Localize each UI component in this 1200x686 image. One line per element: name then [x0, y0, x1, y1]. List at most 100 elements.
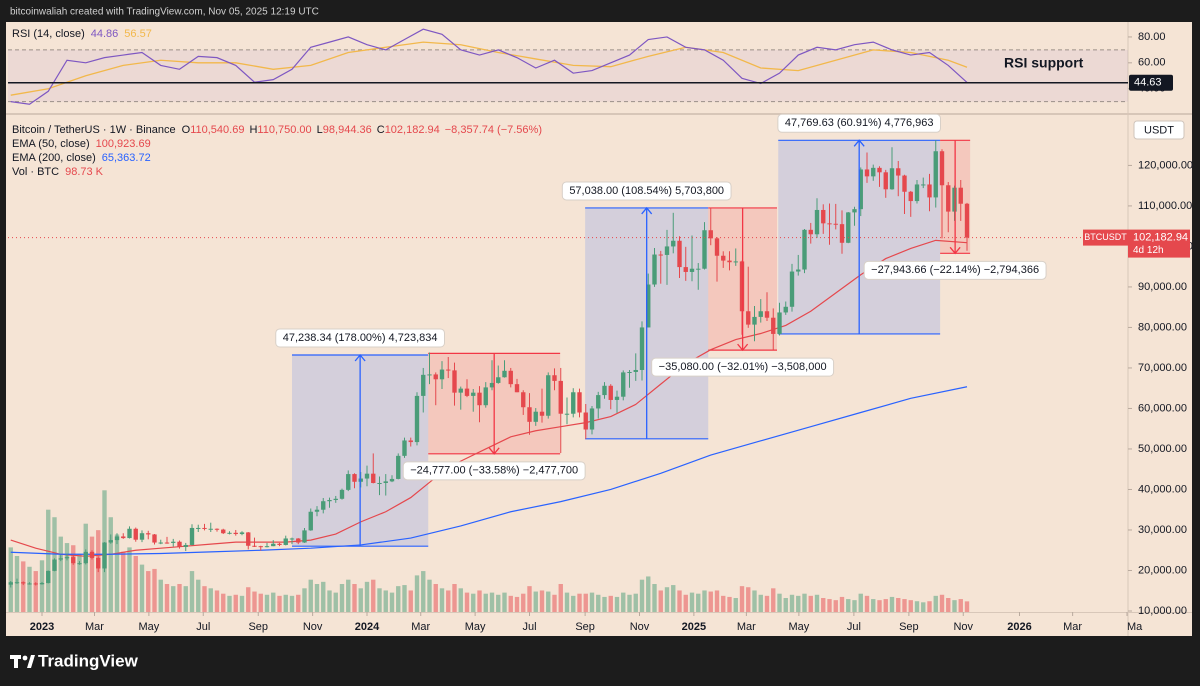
volume-bar	[277, 595, 282, 612]
candle-body	[189, 527, 195, 545]
candle-body	[314, 509, 320, 512]
rsi-annotation: RSI support	[1004, 55, 1084, 71]
x-tick-label: Sep	[899, 621, 919, 633]
candle-body	[371, 473, 376, 483]
x-tick-label: Mar	[411, 621, 430, 633]
support-value-box	[1129, 74, 1173, 91]
volume-bar	[952, 600, 957, 612]
measure-label-box	[651, 357, 835, 377]
candle-body	[446, 369, 451, 371]
volume-bar	[327, 590, 332, 612]
candle-body	[927, 184, 932, 198]
x-tick-label: 2025	[682, 621, 706, 633]
header-text: bitcoinwaliah created with TradingView.c…	[10, 7, 319, 18]
candle-body	[196, 527, 201, 529]
volume-bar	[189, 571, 195, 612]
volume-bar	[283, 594, 288, 612]
candle-body	[96, 557, 101, 569]
y-tick-label: 60,000.00	[1138, 402, 1187, 414]
candle-body	[921, 184, 926, 186]
candle-body	[664, 246, 670, 255]
measure-label-box	[777, 113, 941, 133]
volume-bar	[258, 593, 263, 612]
chart-background	[6, 22, 1192, 636]
ohlc-value: 98,944.36	[323, 124, 372, 136]
volume-bar	[64, 543, 70, 612]
candle-body	[639, 327, 645, 370]
candle-body	[514, 384, 520, 393]
candle-body	[814, 209, 820, 235]
x-tick-label: Nov	[630, 621, 650, 633]
volume-bar	[671, 585, 676, 612]
candle-body	[114, 536, 120, 541]
volume-bar	[927, 601, 932, 612]
candle-body	[546, 375, 551, 416]
logo	[10, 655, 35, 668]
volume-bar	[239, 595, 245, 612]
candle-body	[164, 542, 170, 544]
volume-bar	[396, 586, 401, 612]
x-tick-label: Jul	[522, 621, 536, 633]
volume-bar	[227, 595, 232, 612]
volume-bar	[196, 579, 201, 612]
volume-bar	[339, 584, 345, 612]
volume-bar	[771, 588, 776, 612]
volume-bar	[308, 579, 313, 612]
candle-body	[439, 369, 445, 380]
volume-bar	[8, 547, 13, 612]
candle-body	[596, 395, 601, 409]
volume-bar	[714, 590, 720, 612]
volume-bar	[514, 596, 520, 612]
candle-body	[564, 413, 570, 415]
candle-body	[721, 255, 726, 261]
volume-bar	[883, 599, 888, 612]
volume-bar	[577, 593, 582, 612]
volume-bar	[783, 598, 788, 612]
legend-value: 98.73 K	[65, 166, 104, 178]
candle-body	[958, 187, 963, 204]
candle-body	[139, 533, 145, 540]
ema200-legend: EMA (200, close) 65,363.72	[12, 152, 151, 164]
candle-body	[452, 370, 457, 393]
volume-bar	[246, 587, 251, 612]
legend-value: 100,923.69	[96, 138, 151, 150]
candle-body	[152, 534, 157, 543]
candle-body	[21, 582, 26, 584]
ohlc-value: 110,750.00	[257, 124, 311, 136]
candle-body	[464, 388, 470, 396]
ohlc-key: O	[182, 124, 191, 136]
candle-body	[708, 230, 713, 239]
candle-body	[433, 374, 438, 380]
volume-bar	[202, 586, 207, 612]
candle-body	[677, 240, 682, 268]
volume-bar	[233, 594, 238, 612]
candle-body	[652, 254, 657, 285]
candle-body	[177, 541, 182, 547]
volume-bar	[446, 590, 451, 612]
candle-body	[246, 532, 251, 546]
volume-bar	[658, 590, 663, 612]
volume-bar	[321, 581, 326, 612]
candle-body	[308, 511, 313, 531]
x-tick-label: May	[465, 621, 486, 633]
x-tick-label: Sep	[575, 621, 595, 633]
volume-bar	[533, 591, 538, 612]
candle-body	[352, 474, 357, 482]
y-tick-label: 40,000.00	[1138, 483, 1187, 495]
x-tick-label: Jul	[196, 621, 210, 633]
measure-arrow-head	[354, 353, 366, 362]
candle-body	[583, 412, 588, 430]
candle-body	[208, 528, 213, 530]
candle-body	[896, 168, 901, 176]
candle-body	[458, 388, 463, 393]
volume-bar	[839, 596, 845, 612]
candle-body	[277, 543, 282, 545]
candle-body	[771, 317, 776, 334]
volume-bar	[571, 595, 576, 612]
candle-body	[377, 482, 382, 484]
candle-body	[539, 411, 545, 416]
symbol-label: BTCUSDT	[1084, 232, 1127, 242]
candle-body	[489, 382, 495, 388]
volume-bar	[589, 592, 595, 612]
volume-bar	[908, 600, 913, 612]
